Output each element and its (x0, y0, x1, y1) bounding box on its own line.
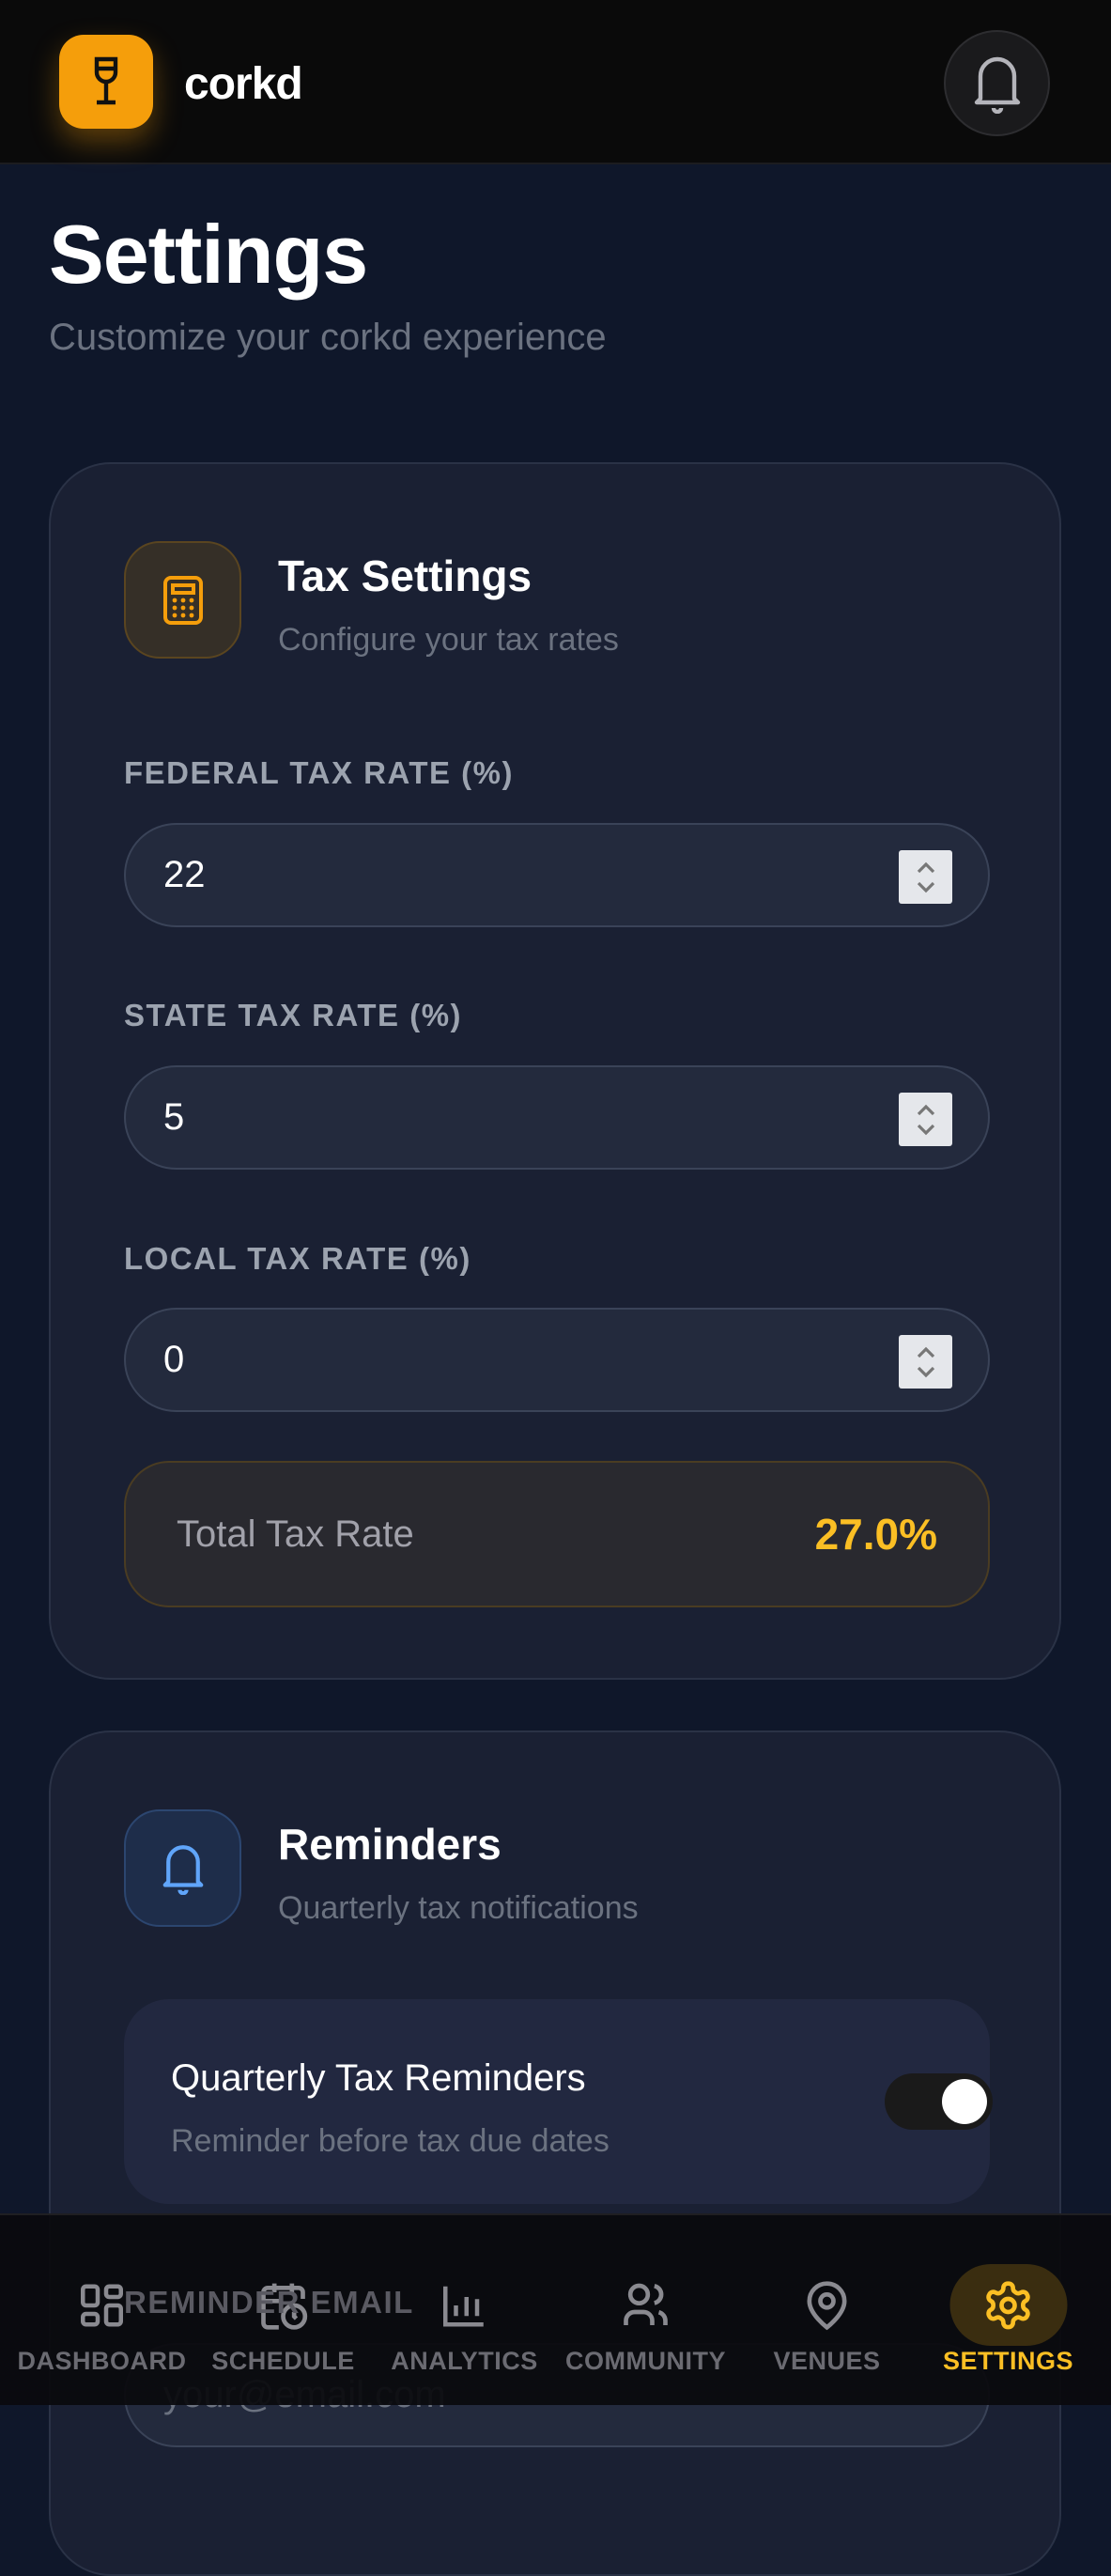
federal-tax-label: FEDERAL TAX RATE (%) (124, 755, 514, 790)
nav-label: ANALYTICS (391, 2347, 538, 2375)
toggle-subtitle: Reminder before tax due dates (171, 2123, 610, 2159)
nav-label: DASHBOARD (17, 2347, 187, 2375)
nav-label: COMMUNITY (565, 2347, 726, 2375)
notifications-button[interactable] (944, 30, 1050, 136)
gear-icon (986, 2280, 1030, 2329)
calculator-icon (162, 575, 203, 625)
stepper-arrows-icon (917, 1104, 934, 1135)
reminders-card: Reminders Quarterly tax notifications Qu… (49, 1730, 1061, 2576)
card-subtitle: Quarterly tax notifications (278, 1890, 639, 1926)
quarterly-reminders-toggle[interactable] (885, 2073, 993, 2130)
calendar-clock-icon (261, 2283, 308, 2330)
federal-tax-value: 22 (163, 854, 206, 895)
tax-icon-box (124, 541, 241, 659)
page-title: Settings (49, 208, 368, 301)
users-icon (624, 2283, 668, 2325)
state-tax-label: STATE TAX RATE (%) (124, 998, 463, 1032)
total-tax-rate: Total Tax Rate 27.0% (124, 1461, 990, 1607)
bell-icon (974, 56, 1020, 114)
app-header: corkd (0, 0, 1111, 164)
reminders-icon-box (124, 1809, 241, 1927)
tax-settings-card: Tax Settings Configure your tax rates FE… (49, 462, 1061, 1680)
reminder-email-label: REMINDER EMAIL (124, 2285, 414, 2320)
number-stepper[interactable] (899, 850, 952, 904)
nav-label: VENUES (773, 2347, 881, 2375)
local-tax-input[interactable]: 0 (124, 1308, 990, 1412)
card-title: Reminders (278, 1820, 501, 1869)
page-subtitle: Customize your corkd experience (49, 317, 607, 358)
bottom-nav: DASHBOARD SCHEDULE ANALYTICS COMMUNITY V… (0, 2213, 1111, 2405)
dashboard-grid-icon (81, 2284, 123, 2326)
nav-schedule[interactable]: SCHEDULE (191, 2215, 376, 2407)
local-tax-label: LOCAL TAX RATE (%) (124, 1241, 471, 1276)
quarterly-reminders-row: Quarterly Tax Reminders Reminder before … (124, 1999, 993, 2204)
bar-chart-icon (443, 2286, 484, 2326)
stepper-arrows-icon (917, 861, 934, 892)
state-tax-value: 5 (163, 1096, 185, 1138)
stepper-arrows-icon (917, 1346, 934, 1377)
brand-name: corkd (184, 59, 303, 109)
card-subtitle: Configure your tax rates (278, 622, 619, 658)
total-tax-value: 27.0% (814, 1510, 937, 1559)
nav-settings[interactable]: SETTINGS (916, 2215, 1101, 2407)
toggle-title: Quarterly Tax Reminders (171, 2057, 586, 2099)
logo[interactable] (59, 35, 153, 129)
nav-dashboard[interactable]: DASHBOARD (9, 2215, 194, 2407)
card-title: Tax Settings (278, 551, 532, 600)
nav-label: SETTINGS (942, 2347, 1073, 2375)
state-tax-input[interactable]: 5 (124, 1065, 990, 1170)
local-tax-value: 0 (163, 1339, 185, 1380)
nav-analytics[interactable]: ANALYTICS (372, 2215, 557, 2407)
bell-icon (162, 1844, 203, 1895)
number-stepper[interactable] (899, 1093, 952, 1146)
nav-label: SCHEDULE (211, 2347, 355, 2375)
nav-community[interactable]: COMMUNITY (553, 2215, 738, 2407)
total-tax-label: Total Tax Rate (177, 1513, 414, 1555)
map-pin-icon (807, 2280, 847, 2330)
federal-tax-input[interactable]: 22 (124, 823, 990, 927)
wine-glass-icon (94, 56, 118, 105)
number-stepper[interactable] (899, 1335, 952, 1389)
toggle-knob (942, 2079, 987, 2124)
nav-venues[interactable]: VENUES (734, 2215, 919, 2407)
